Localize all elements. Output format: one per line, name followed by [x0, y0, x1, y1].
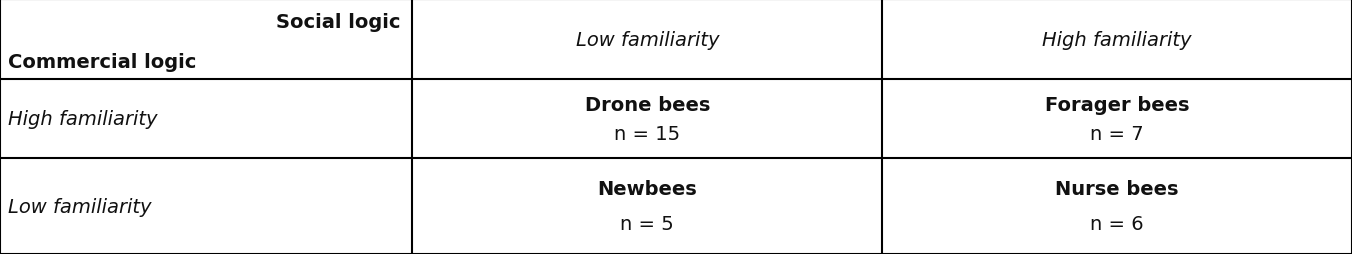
Text: Nurse bees: Nurse bees — [1056, 180, 1179, 199]
Text: Social logic: Social logic — [276, 13, 400, 32]
Text: n = 5: n = 5 — [621, 214, 675, 233]
Text: Low familiarity: Low familiarity — [576, 30, 719, 50]
Text: Commercial logic: Commercial logic — [8, 53, 196, 72]
Text: n = 15: n = 15 — [614, 124, 680, 143]
Text: Drone bees: Drone bees — [584, 96, 710, 115]
Text: High familiarity: High familiarity — [8, 110, 157, 129]
Text: Forager bees: Forager bees — [1045, 96, 1190, 115]
Text: n = 6: n = 6 — [1090, 214, 1144, 233]
Text: n = 7: n = 7 — [1090, 124, 1144, 143]
Text: Low familiarity: Low familiarity — [8, 197, 151, 216]
Text: High familiarity: High familiarity — [1042, 30, 1192, 50]
Text: Newbees: Newbees — [598, 180, 698, 199]
